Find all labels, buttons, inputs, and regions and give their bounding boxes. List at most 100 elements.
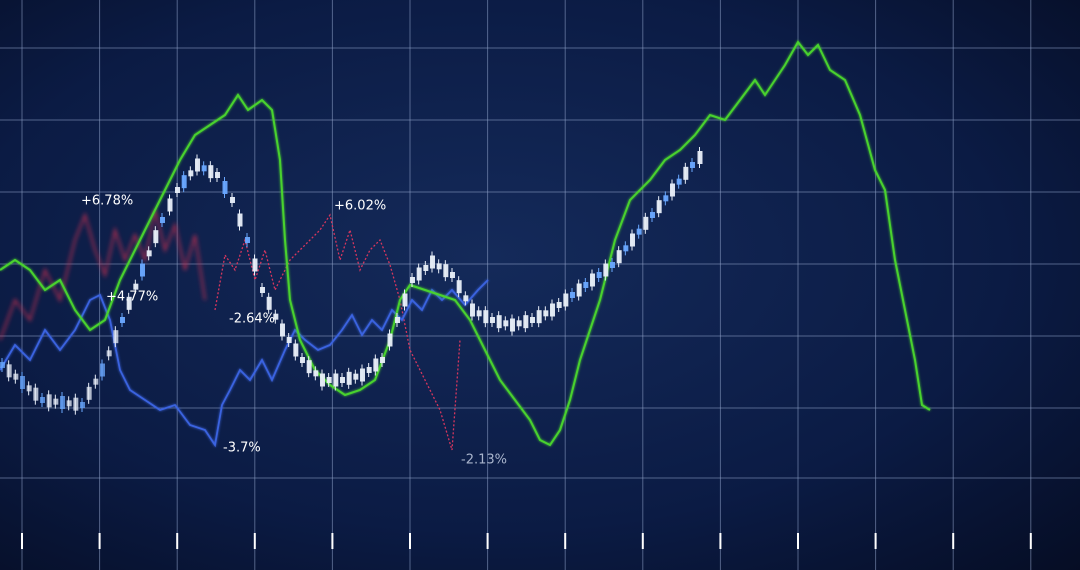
annotations: +6.78% +4.77% -2.64% +6.02% -3.7% -2.13% <box>81 194 507 468</box>
candle <box>313 370 319 377</box>
candle <box>113 330 119 344</box>
candle <box>93 378 99 385</box>
candle <box>40 397 45 403</box>
candle <box>160 217 165 223</box>
annotation: +4.77% <box>106 290 158 305</box>
annotation: -2.13% <box>461 453 507 468</box>
candle <box>663 195 669 202</box>
blue-line <box>0 279 489 448</box>
candle <box>366 367 372 373</box>
candle <box>550 303 555 317</box>
candle <box>656 200 662 214</box>
candle <box>683 166 689 180</box>
candle <box>300 357 305 363</box>
candle <box>463 295 469 302</box>
candle <box>237 213 243 227</box>
candle <box>280 323 285 337</box>
candle <box>543 310 549 317</box>
candle <box>697 151 703 164</box>
annotation: +6.78% <box>81 194 133 209</box>
candle <box>603 263 609 277</box>
candle <box>630 233 635 247</box>
candle <box>195 158 200 172</box>
candle <box>470 303 475 317</box>
candle <box>340 377 345 383</box>
candle <box>450 272 455 278</box>
annotation: -3.7% <box>223 441 261 456</box>
candle <box>490 317 495 323</box>
candle <box>320 373 325 387</box>
candle <box>140 263 145 277</box>
candle <box>201 165 207 172</box>
candle <box>576 283 582 297</box>
candle <box>483 310 489 324</box>
candle <box>636 228 642 235</box>
bottom-ticks <box>21 533 1032 549</box>
annotation: +6.02% <box>334 199 386 214</box>
candle <box>26 385 32 392</box>
candle <box>536 310 542 324</box>
candle <box>430 255 435 269</box>
candle <box>326 377 332 383</box>
candle <box>100 363 105 377</box>
candle <box>260 287 265 293</box>
candle <box>273 313 279 320</box>
candle <box>13 373 19 380</box>
candle <box>33 387 39 401</box>
red-line <box>0 209 206 341</box>
candle <box>476 310 482 317</box>
candle <box>676 178 682 185</box>
candlesticks <box>0 147 703 415</box>
candle <box>556 302 562 308</box>
candle <box>387 333 393 347</box>
red-dashed-line <box>214 213 461 451</box>
candle <box>650 212 655 218</box>
candle <box>610 262 615 268</box>
candle <box>215 172 220 178</box>
annotation: -2.64% <box>229 312 275 327</box>
candle <box>153 230 159 244</box>
candle <box>563 293 569 307</box>
candle <box>516 320 522 327</box>
candle <box>423 265 429 271</box>
candle <box>510 318 515 332</box>
candle <box>416 267 422 281</box>
candle <box>66 400 72 407</box>
candle <box>230 197 235 203</box>
candle <box>20 376 25 389</box>
candle <box>222 181 228 194</box>
candle <box>443 264 449 278</box>
candle <box>266 296 272 310</box>
candle <box>80 402 85 408</box>
candle <box>436 263 442 270</box>
candle <box>523 315 529 329</box>
candle <box>208 165 214 179</box>
candle <box>530 317 535 323</box>
candle <box>181 175 187 189</box>
candle <box>643 216 649 230</box>
candle <box>293 343 299 357</box>
green-line <box>0 40 931 447</box>
candle <box>245 237 250 243</box>
candle <box>286 337 292 343</box>
candle <box>167 198 173 212</box>
candle <box>410 277 415 283</box>
candle <box>670 183 675 197</box>
candle <box>133 283 139 290</box>
candle <box>590 273 595 287</box>
candle <box>503 320 509 327</box>
candle <box>346 371 352 385</box>
candle <box>333 373 339 387</box>
candle <box>380 357 385 363</box>
candle <box>373 358 379 372</box>
candle <box>496 315 502 329</box>
candle <box>623 245 629 252</box>
candle <box>395 317 400 323</box>
candle <box>360 368 365 382</box>
candle <box>583 282 589 288</box>
candle <box>126 296 132 310</box>
candle <box>6 364 12 378</box>
candle <box>252 258 258 272</box>
